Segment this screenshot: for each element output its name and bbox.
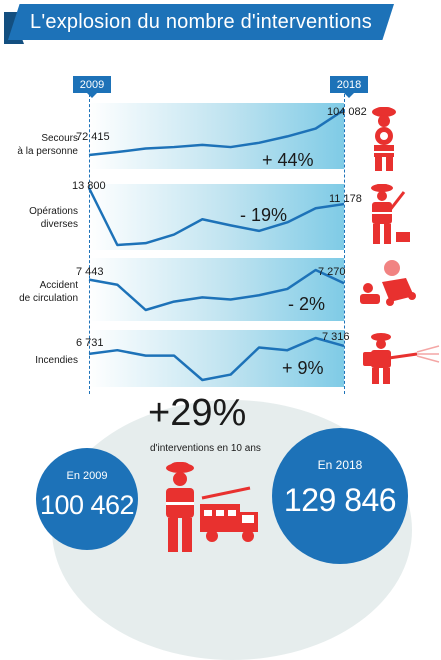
car-accident-icon bbox=[356, 258, 418, 310]
total-change: +29% bbox=[148, 392, 246, 435]
total-change-caption: d'interventions en 10 ans bbox=[150, 443, 261, 454]
circle-2018: En 2018 129 846 bbox=[272, 428, 408, 564]
start-value-label: 6 731 bbox=[76, 337, 104, 349]
end-value-label: 7 270 bbox=[318, 266, 346, 278]
firefighter-icon bbox=[360, 103, 408, 173]
change-label: + 44% bbox=[262, 150, 314, 171]
start-value-label: 72 415 bbox=[76, 131, 110, 143]
circle-year-label: En 2018 bbox=[272, 458, 408, 472]
end-value-label: 11 178 bbox=[329, 193, 362, 205]
circle-year-label: En 2009 bbox=[36, 470, 138, 482]
series-line bbox=[89, 188, 344, 245]
hose-icon bbox=[355, 330, 441, 386]
circle-2009: En 2009 100 462 bbox=[36, 448, 138, 550]
firefighter-truck-icon bbox=[150, 458, 262, 558]
firefighter-axe-icon bbox=[360, 180, 412, 250]
start-value-label: 13 800 bbox=[72, 180, 106, 192]
end-value-label: 7 316 bbox=[322, 331, 350, 343]
circle-value: 100 462 bbox=[36, 490, 138, 521]
series-line bbox=[89, 110, 344, 155]
circle-value: 129 846 bbox=[272, 482, 408, 519]
change-label: - 2% bbox=[288, 294, 325, 315]
change-label: - 19% bbox=[240, 205, 287, 226]
change-label: + 9% bbox=[282, 358, 324, 379]
start-value-label: 7 443 bbox=[76, 266, 104, 278]
